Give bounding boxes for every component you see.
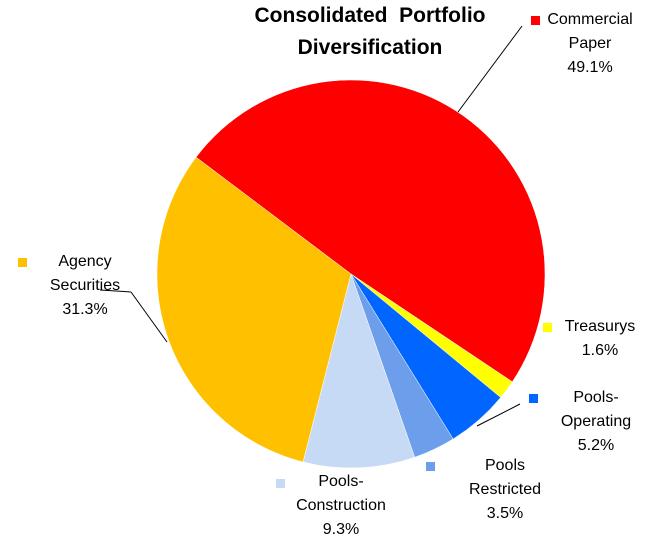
category-label: Pools-Construction bbox=[296, 473, 386, 514]
value-label: 49.1% bbox=[567, 59, 613, 76]
value-label: 1.6% bbox=[581, 342, 619, 359]
pie-slice bbox=[302, 273, 415, 469]
chart-title: Consolidated Portfolio Diversification bbox=[254, 4, 492, 59]
category-label: Pools Restricted bbox=[468, 457, 542, 498]
legend-marker bbox=[18, 258, 27, 267]
value-label: 31.3% bbox=[62, 301, 108, 318]
data-label: Commercial Paper 49.1% bbox=[540, 8, 640, 80]
legend-marker bbox=[529, 394, 538, 403]
legend-marker bbox=[531, 16, 540, 25]
leader-line bbox=[476, 403, 521, 427]
legend-marker bbox=[543, 323, 552, 332]
data-label: Pools-Operating 5.2% bbox=[551, 386, 641, 458]
pie-slice bbox=[195, 79, 546, 383]
value-label: 9.3% bbox=[322, 521, 360, 538]
leader-line bbox=[99, 289, 132, 293]
data-label: Pools Restricted 3.5% bbox=[460, 454, 550, 526]
value-label: 5.2% bbox=[577, 437, 615, 454]
category-label: Treasurys bbox=[564, 318, 636, 335]
data-label: Treasurys 1.6% bbox=[550, 315, 650, 363]
category-label: Commercial Paper bbox=[547, 11, 633, 52]
leader-line bbox=[457, 25, 523, 113]
category-label: Agency Securities bbox=[49, 253, 121, 294]
category-label: Pools-Operating bbox=[560, 389, 632, 430]
leader-line bbox=[130, 291, 168, 343]
legend-marker bbox=[426, 462, 435, 471]
data-label: Agency Securities 31.3% bbox=[35, 250, 135, 322]
pie-slice bbox=[156, 156, 352, 463]
legend-marker bbox=[276, 479, 285, 488]
value-label: 3.5% bbox=[486, 505, 524, 522]
data-label: Pools-Construction 9.3% bbox=[286, 470, 396, 542]
